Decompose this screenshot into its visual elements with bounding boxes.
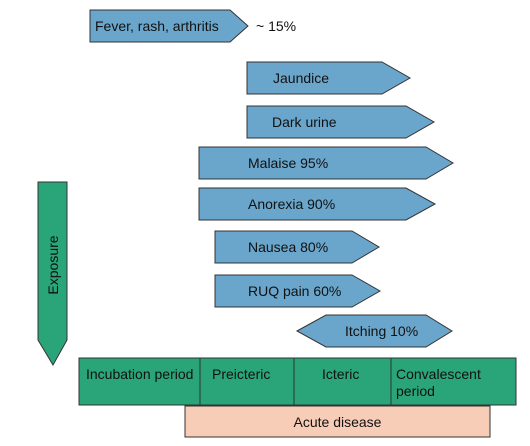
phase-icteric-label: Icteric [322, 366, 360, 382]
acute-disease-label: Acute disease [293, 413, 382, 430]
phase-icteric-cell [293, 357, 392, 406]
malaise-arrow [198, 146, 454, 180]
fever-rash-arthritis-label: Fever, rash, arthritis [95, 18, 219, 34]
nausea-arrow [214, 230, 380, 264]
phase-preicteric-label: Preicteric [212, 366, 271, 382]
dark-urine-arrow [246, 105, 436, 139]
phase-preicteric-cell [199, 357, 295, 406]
ruq-pain-label: RUQ pain 60% [248, 283, 342, 299]
fever-rash-arthritis-note: ~ 15% [256, 18, 297, 34]
itching-label: Itching 10% [345, 323, 419, 339]
exposure-arrow [37, 181, 68, 366]
itching-arrow [295, 314, 453, 348]
exposure-label: Exposure [45, 235, 61, 295]
jaundice-label: Jaundice [273, 70, 330, 86]
jaundice-arrow [246, 61, 412, 95]
phase-convalescent-cell [390, 357, 517, 406]
phase-incubation-label: Incubation period [86, 366, 194, 382]
anorexia-arrow [198, 187, 437, 221]
acute-disease-bar [184, 405, 491, 438]
phase-convalescent-label: Convalescent period [396, 366, 481, 399]
anorexia-label: Anorexia 90% [248, 196, 336, 212]
nausea-label: Nausea 80% [248, 239, 329, 255]
phase-incubation-cell [78, 357, 201, 406]
fever-rash-arthritis-arrow [89, 9, 249, 43]
ruq-pain-arrow [214, 274, 382, 308]
malaise-label: Malaise 95% [248, 155, 329, 171]
dark-urine-label: Dark urine [272, 114, 337, 130]
